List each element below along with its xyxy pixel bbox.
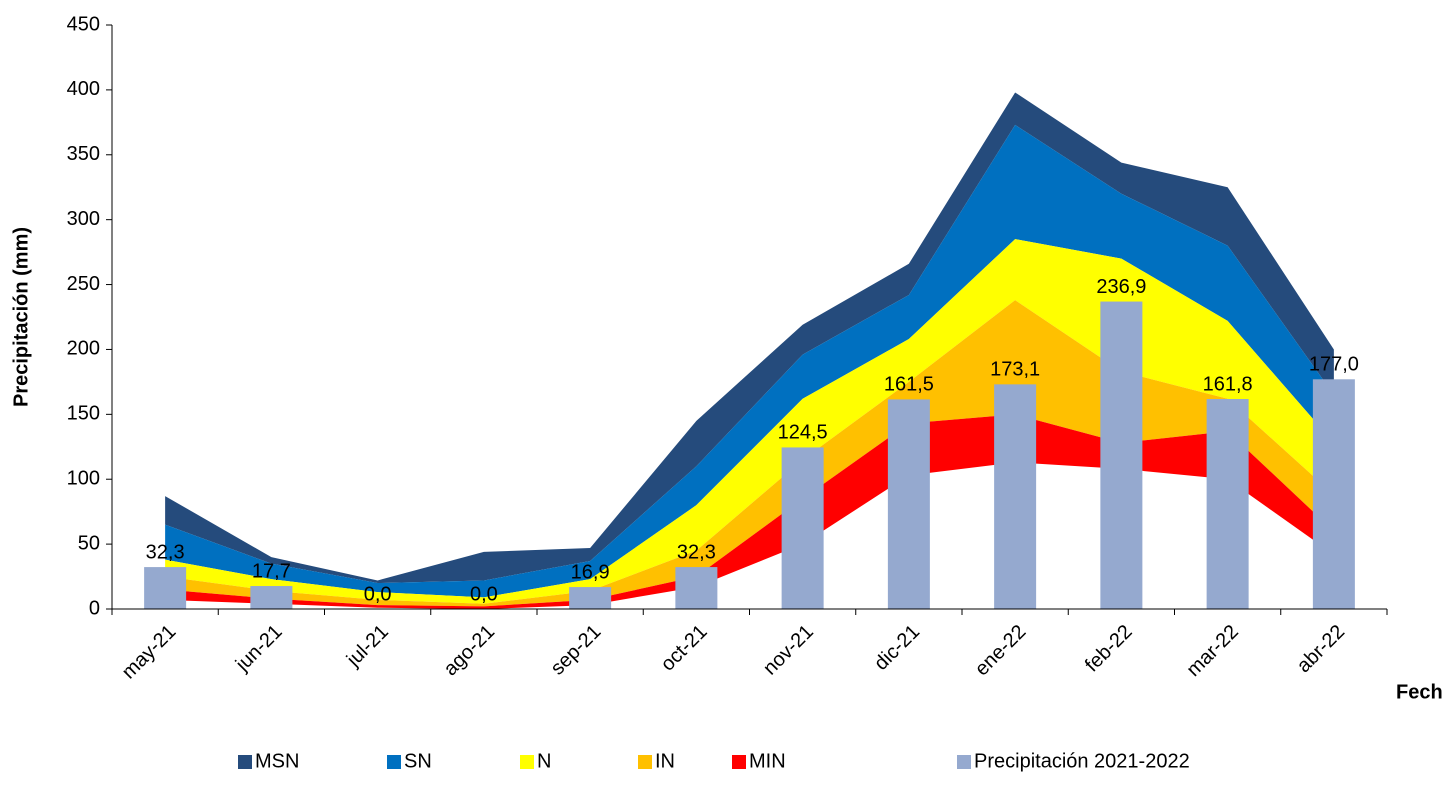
y-tick-label: 300 <box>67 208 100 230</box>
bar <box>144 567 187 609</box>
legend-marker <box>387 755 401 769</box>
data-label: 177,0 <box>1309 354 1359 376</box>
legend-label: MSN <box>255 750 299 772</box>
legend-label: Precipitación 2021-2022 <box>974 750 1190 772</box>
bar <box>675 567 718 609</box>
bar <box>1100 301 1143 609</box>
area <box>165 124 1334 598</box>
data-label: 161,5 <box>884 374 934 396</box>
data-label: 0,0 <box>470 583 498 605</box>
legend-marker <box>238 755 252 769</box>
x-tick-label: oct-21 <box>657 621 712 676</box>
x-tick-label: jul-21 <box>342 621 393 672</box>
legend-marker <box>957 755 971 769</box>
bar <box>1312 379 1355 609</box>
data-label: 124,5 <box>778 422 828 444</box>
data-label: 17,7 <box>252 560 291 582</box>
x-tick-label: ene-22 <box>971 621 1031 681</box>
legend-label: IN <box>655 750 675 772</box>
y-tick-label: 0 <box>89 597 100 619</box>
y-tick-label: 200 <box>67 338 100 360</box>
x-tick-label: abr-22 <box>1293 621 1349 677</box>
y-axis-title: Precipitación (mm) <box>10 227 32 407</box>
x-axis-title: Fecha <box>1396 681 1442 703</box>
data-label: 16,9 <box>571 561 610 583</box>
data-label: 0,0 <box>364 583 392 605</box>
legend-marker <box>638 755 652 769</box>
area <box>165 414 1334 609</box>
data-label: 32,3 <box>146 541 185 563</box>
y-tick-label: 350 <box>67 143 100 165</box>
legend-label: MIN <box>749 750 786 772</box>
y-tick-label: 450 <box>67 13 100 35</box>
x-tick-label: nov-21 <box>759 621 818 680</box>
legend-label: SN <box>404 750 432 772</box>
bar <box>781 447 824 609</box>
y-tick-label: 100 <box>67 468 100 490</box>
x-tick-label: may-21 <box>118 621 181 684</box>
bar <box>569 587 612 609</box>
x-tick-label: feb-22 <box>1081 621 1137 677</box>
x-tick-label: sep-21 <box>547 621 606 680</box>
y-tick-label: 400 <box>67 78 100 100</box>
x-tick-label: ago-21 <box>440 621 500 681</box>
y-tick-label: 250 <box>67 273 100 295</box>
legend-marker <box>520 755 534 769</box>
bar <box>994 384 1037 609</box>
y-tick-label: 150 <box>67 403 100 425</box>
bar <box>1206 399 1249 609</box>
legend-marker <box>732 755 746 769</box>
x-tick-label: dic-21 <box>870 621 924 675</box>
data-label: 236,9 <box>1096 276 1146 298</box>
y-tick-label: 50 <box>78 532 100 554</box>
bar <box>250 586 293 609</box>
bar <box>887 399 930 609</box>
legend-label: N <box>537 750 551 772</box>
data-label: 173,1 <box>990 359 1040 381</box>
data-label: 32,3 <box>677 541 716 563</box>
x-tick-label: mar-22 <box>1183 621 1243 681</box>
data-label: 161,8 <box>1203 373 1253 395</box>
area <box>165 300 1334 607</box>
x-tick-label: jun-21 <box>231 621 287 677</box>
